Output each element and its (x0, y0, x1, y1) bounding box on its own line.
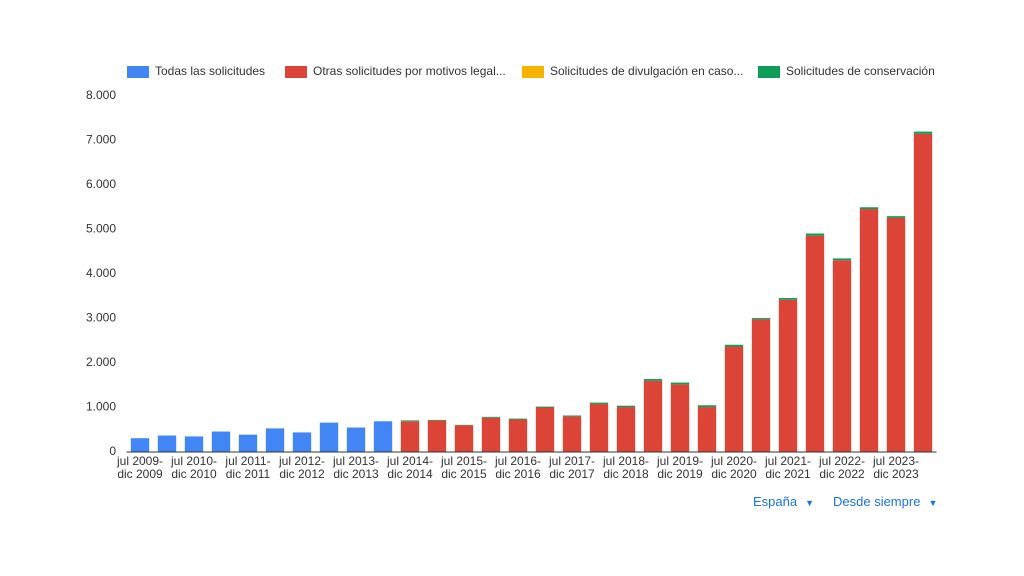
bar-segment (319, 422, 339, 452)
x-tick-label: jul 2014- dic 2014 (386, 454, 434, 481)
legend-swatch (522, 66, 544, 78)
bar-segment (724, 344, 744, 347)
bar-segment (373, 421, 393, 452)
bar-segment (616, 405, 636, 408)
bar-segment (778, 298, 798, 300)
region-dropdown[interactable]: España ▼ (753, 494, 814, 509)
x-tick-label: jul 2017- dic 2017 (548, 454, 596, 481)
dropdown-label: España (753, 494, 798, 509)
bar-segment (805, 233, 825, 236)
x-tick-label: jul 2018- dic 2018 (602, 454, 650, 481)
legend-label: Solicitudes de divulgación en caso... (550, 64, 743, 78)
bar-segment (427, 420, 447, 452)
x-tick-label: jul 2019- dic 2019 (656, 454, 704, 481)
y-tick-label: 1.000 (86, 400, 116, 414)
x-tick-label: jul 2021- dic 2021 (764, 454, 812, 481)
bar-segment (481, 416, 501, 418)
bar-segment (481, 417, 501, 452)
bar-segment (535, 406, 555, 408)
x-tick-label: jul 2011- dic 2011 (225, 454, 271, 481)
bar-segment (184, 436, 204, 452)
bar-segment (616, 407, 636, 452)
bar-segment (859, 207, 879, 210)
y-tick-label: 2.000 (86, 355, 116, 369)
bar-segment (913, 131, 933, 134)
y-tick-label: 3.000 (86, 311, 116, 325)
x-tick-label: jul 2009- dic 2009 (116, 454, 164, 481)
y-tick-label: 6.000 (86, 177, 116, 191)
bar-segment (886, 216, 906, 218)
bar-segment (832, 260, 852, 452)
x-tick-label: jul 2020- dic 2020 (710, 454, 758, 481)
y-tick-label: 5.000 (86, 222, 116, 236)
period-dropdown[interactable]: Desde siempre ▼ (833, 494, 937, 509)
bar-segment (535, 407, 555, 452)
bar-segment (589, 402, 609, 404)
legend-swatch (285, 66, 307, 78)
bar-segment (751, 318, 771, 320)
legend-label: Solicitudes de conservación (786, 64, 935, 78)
bar-segment (751, 319, 771, 452)
bar-segment (265, 428, 285, 452)
y-tick-label: 4.000 (86, 266, 116, 280)
x-tick-label: jul 2016- dic 2016 (494, 454, 542, 481)
x-tick-label: jul 2010- dic 2010 (170, 454, 218, 481)
bar-segment (643, 379, 663, 381)
bar-segment (238, 434, 258, 452)
legend-label: Otras solicitudes por motivos legal... (313, 64, 506, 78)
bar-segment (211, 431, 231, 452)
bar-segment (508, 419, 528, 452)
legend-swatch (758, 66, 780, 78)
y-tick-label: 7.000 (86, 133, 116, 147)
y-tick-label: 8.000 (86, 88, 116, 102)
bar-segment (130, 438, 150, 452)
bar-segment (697, 405, 717, 408)
bar-segment (859, 209, 879, 452)
legend-label: Todas las solicitudes (155, 64, 265, 78)
y-tick-label: 0 (109, 444, 116, 458)
x-tick-label: jul 2023- dic 2023 (872, 454, 920, 481)
bar-segment (697, 407, 717, 452)
bar-segment (508, 418, 528, 420)
bar-segment (724, 346, 744, 452)
dropdown-label: Desde siempre (833, 494, 921, 509)
bar-segment (886, 217, 906, 452)
bar-segment (643, 380, 663, 452)
bar-segment (913, 133, 933, 452)
bar-segment (400, 421, 420, 452)
dropdown-arrow: ▼ (928, 498, 938, 508)
bar-segment (454, 425, 474, 452)
x-tick-label: jul 2012- dic 2012 (278, 454, 326, 481)
bar-segment (400, 420, 420, 422)
legend-swatch (127, 66, 149, 78)
x-tick-label: jul 2015- dic 2015 (440, 454, 488, 481)
bar-segment (832, 258, 852, 261)
bar-segment (589, 403, 609, 452)
bar-segment (562, 415, 582, 417)
dropdown-arrow: ▼ (805, 498, 815, 508)
bar-segment (157, 435, 177, 452)
bar-segment (805, 235, 825, 452)
bar-segment (670, 382, 690, 385)
bar-segment (346, 427, 366, 452)
x-tick-label: jul 2022- dic 2022 (818, 454, 866, 481)
bar-segment (778, 299, 798, 452)
bar-segment (292, 432, 312, 452)
bar-segment (562, 416, 582, 452)
x-tick-label: jul 2013- dic 2013 (332, 454, 380, 481)
bar-segment (670, 384, 690, 452)
